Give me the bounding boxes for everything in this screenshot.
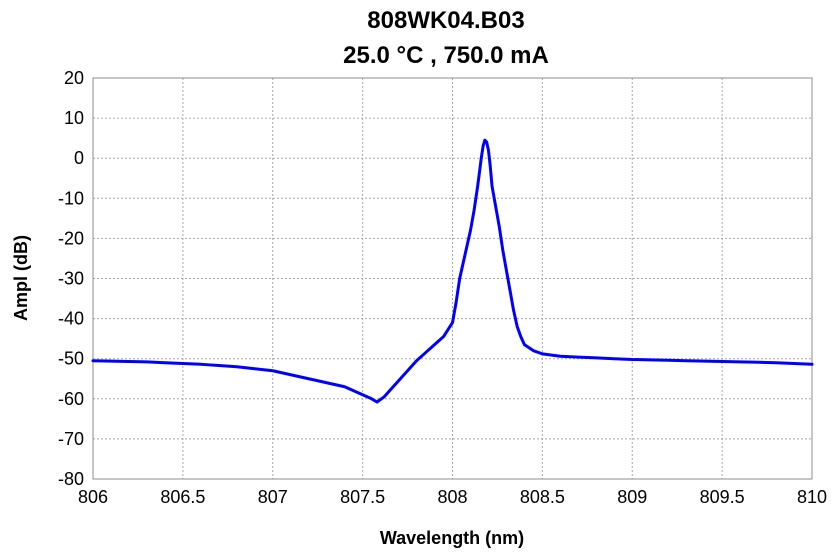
x-tick-label: 808.5 (520, 487, 565, 507)
x-tick-label: 808 (437, 487, 467, 507)
chart-subtitle: 25.0 °C , 750.0 mA (343, 42, 549, 69)
x-tick-label: 807 (258, 487, 288, 507)
y-axis-tick-labels: 20 10 0 -10 -20 -30 -40 -50 -60 -70 -80 (58, 68, 84, 489)
x-tick-label: 809.5 (700, 487, 745, 507)
x-tick-label: 809 (617, 487, 647, 507)
x-tick-label: 806 (78, 487, 108, 507)
spectrum-series-line (91, 138, 814, 404)
x-tick-label: 806.5 (160, 487, 205, 507)
y-tick-label: 10 (64, 108, 84, 128)
y-tick-label: -60 (58, 389, 84, 409)
y-tick-label: 20 (64, 68, 84, 88)
y-tick-label: -10 (58, 188, 84, 208)
y-axis-title: Ampl (dB) (11, 235, 31, 321)
x-axis-title: Wavelength (nm) (380, 528, 524, 548)
y-tick-label: -80 (58, 469, 84, 489)
chart-title: 808WK04.B03 (367, 7, 524, 34)
y-tick-label: -70 (58, 429, 84, 449)
plot-area-border (92, 77, 813, 480)
x-tick-label: 810 (797, 487, 827, 507)
y-tick-label: -50 (58, 349, 84, 369)
y-tick-label: -40 (58, 309, 84, 329)
y-tick-label: -30 (58, 269, 84, 289)
x-tick-label: 807.5 (340, 487, 385, 507)
y-tick-label: -20 (58, 228, 84, 248)
x-axis-tick-labels: 806 806.5 807 807.5 808 808.5 809 809.5 810 (78, 487, 827, 507)
y-tick-label: 0 (74, 148, 84, 168)
grid-lines (92, 77, 813, 480)
